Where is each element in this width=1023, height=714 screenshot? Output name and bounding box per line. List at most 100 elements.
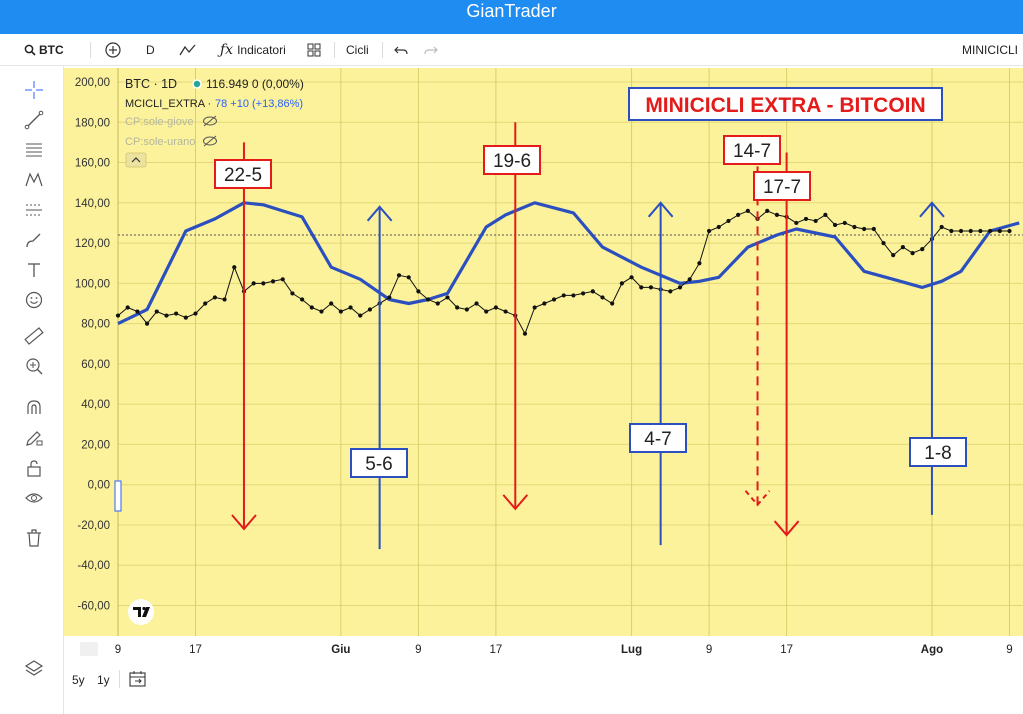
data-point [561,293,566,298]
layout-name: MINICICLI [962,43,1019,57]
projection-tool[interactable] [22,198,46,222]
x-tick-label: 9 [1006,644,1012,656]
trendline-tool[interactable] [22,108,46,132]
indicators-label: Indicatori [237,43,286,57]
delete-tool[interactable] [22,526,46,550]
data-point [852,224,857,230]
emoji-tool[interactable] [22,288,46,312]
undo-button[interactable] [394,34,408,66]
eye-crossed-icon [203,135,217,147]
label-box [350,448,408,478]
data-point [261,281,266,286]
x-tick-label: 9 [706,644,712,656]
pencil-lock-icon [26,431,43,446]
data-point [493,305,499,310]
symbol-label: BTC [39,43,64,57]
logo-mark-left [133,607,141,617]
chart-title: MINICICLI EXTRA - BITCOIN [628,87,943,121]
x-axis-background [64,636,1023,664]
series-line-mcicli-extra [117,201,1020,326]
symbol-search-button[interactable]: BTC [24,34,64,66]
label-box [629,423,687,453]
x-tick-label: Ago [921,644,943,656]
data-point [842,220,847,226]
data-point [435,301,440,306]
range-1y-button[interactable]: 1y [97,673,110,687]
x-tick-label: 17 [780,644,793,656]
eye-crossed-icon [203,115,217,127]
label-box [753,171,811,201]
x-axis: 9 17 Giu 9 17 Lug 9 17 Ago 9 [64,636,1023,664]
brush-icon [26,233,41,248]
redo-button[interactable] [424,34,438,66]
pattern-tool[interactable] [22,168,46,192]
data-point [881,240,886,246]
data-point [232,265,237,270]
cycle-label-17-7: 17-7 [753,171,811,201]
compare-button[interactable] [104,34,122,66]
lock-drawing-tool[interactable] [22,426,46,450]
data-point [610,301,615,306]
arrow-head [502,494,529,511]
label-text: 14-7 [733,141,771,162]
chart-background [64,68,1023,636]
cycle-label-22-5: 22-5 [214,159,272,189]
data-point [445,295,450,300]
btc-points [115,208,1012,336]
scroll-handle [114,480,122,512]
data-point [416,289,421,294]
layout-name-button[interactable]: MINICICLI [962,34,1018,66]
zoom-tool[interactable] [22,354,46,378]
y-tick-label: -40,00 [77,560,110,572]
date-range-icon[interactable] [128,669,148,689]
y-tick-label: 100,00 [75,278,110,290]
data-point [367,307,373,312]
collapse-legend-button [125,152,147,168]
y-tick-label: -60,00 [77,601,110,613]
templates-button[interactable] [306,34,322,66]
label-box [723,135,781,165]
eye-shape [203,136,217,146]
measure-tool[interactable] [22,324,46,348]
data-point [745,208,750,213]
text-tool[interactable] [22,258,46,282]
data-point [949,228,954,234]
y-tick-label: 80,00 [81,319,110,331]
brush-tool[interactable] [22,228,46,252]
data-point [270,279,276,284]
cycle-label-14-7: 14-7 [723,135,781,165]
cicli-label: Cicli [346,43,369,57]
data-point [571,293,576,298]
crosshair-tool[interactable] [22,78,46,102]
range-5y-button[interactable]: 5y [72,673,85,687]
interval-button[interactable]: D [146,34,155,66]
data-point [406,275,411,280]
projection-icon [26,204,42,216]
data-point [425,297,431,302]
magnet-icon [27,400,41,414]
logo-mark-dot [142,606,146,611]
x-tick-label: Giu [331,644,350,656]
lock-tool[interactable] [22,456,46,480]
data-point [251,281,256,286]
object-tree-button[interactable] [22,656,46,680]
magnet-tool[interactable] [22,396,46,420]
fib-tool[interactable] [22,138,46,162]
data-point [455,305,460,310]
data-point [348,305,353,310]
cycle-label-19-6: 19-6 [483,145,541,175]
data-point [164,313,169,318]
data-point [474,301,479,306]
data-point [193,311,198,316]
title-text: MINICICLI EXTRA - BITCOIN [645,94,925,117]
data-point [832,222,838,228]
data-point [765,208,770,213]
visibility-tool[interactable] [22,486,46,510]
cicli-button[interactable]: Cicli [346,34,369,66]
data-point [687,277,692,282]
undo-icon [394,46,408,55]
x-tick-label: Lug [621,644,642,656]
indicators-button[interactable]: ƒx Indicatori [220,34,286,66]
chart-type-button[interactable] [178,34,198,66]
